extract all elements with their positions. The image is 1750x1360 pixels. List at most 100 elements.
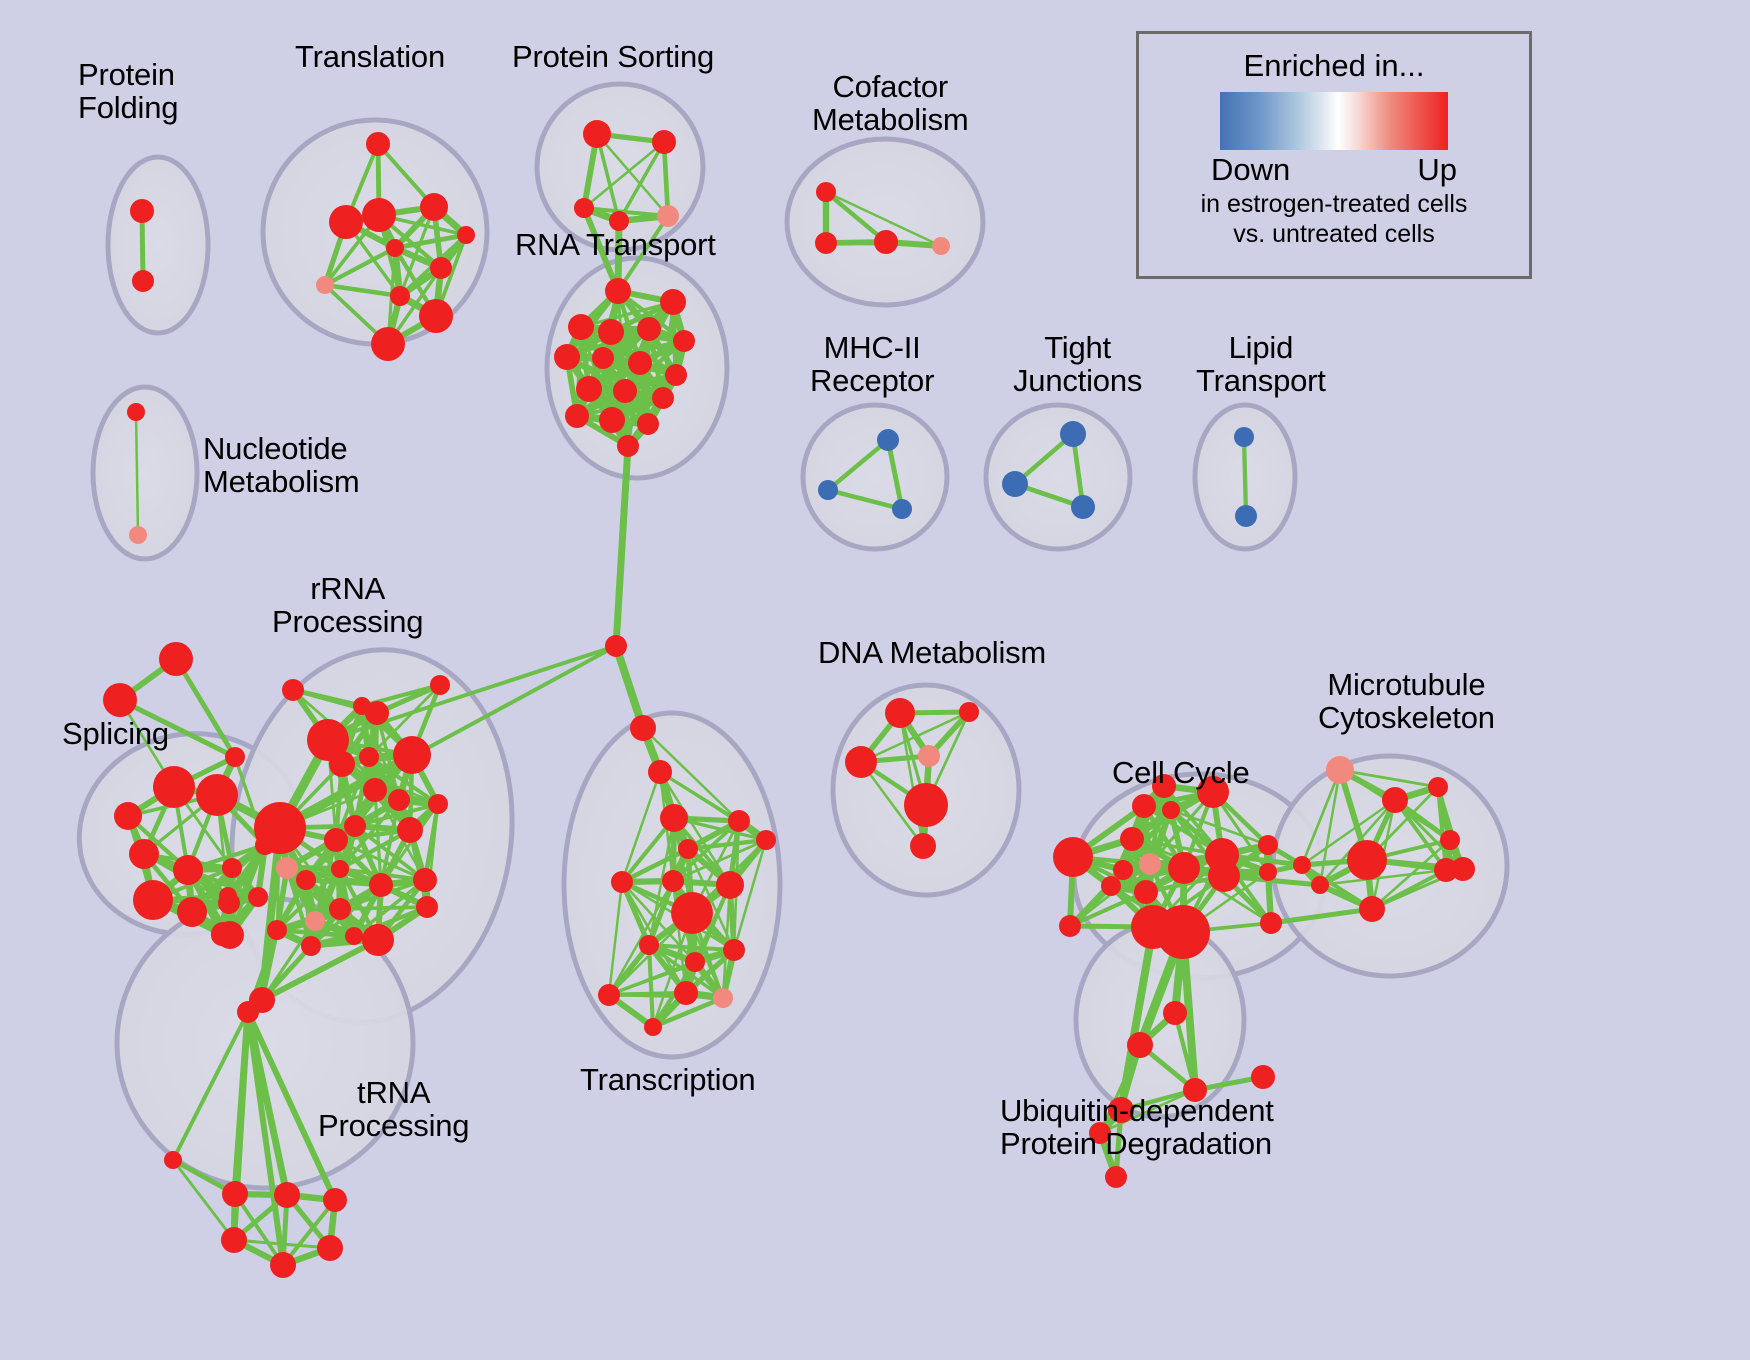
network-node[interactable] (1113, 860, 1133, 880)
network-node[interactable] (1347, 840, 1387, 880)
network-node[interactable] (164, 1151, 182, 1169)
network-node[interactable] (1359, 896, 1385, 922)
network-node[interactable] (1168, 852, 1200, 884)
network-node[interactable] (723, 939, 745, 961)
network-node[interactable] (393, 736, 431, 774)
network-node[interactable] (420, 193, 448, 221)
network-node[interactable] (554, 344, 580, 370)
network-node[interactable] (248, 887, 268, 907)
network-node[interactable] (369, 873, 393, 897)
network-node[interactable] (114, 802, 142, 830)
network-node[interactable] (598, 319, 624, 345)
network-node[interactable] (644, 1018, 662, 1036)
network-node[interactable] (254, 802, 306, 854)
network-node[interactable] (728, 810, 750, 832)
network-node[interactable] (652, 387, 674, 409)
network-node[interactable] (1132, 794, 1156, 818)
network-node[interactable] (323, 1188, 347, 1212)
network-node[interactable] (885, 698, 915, 728)
network-node[interactable] (1208, 860, 1240, 892)
network-node[interactable] (1059, 915, 1081, 937)
network-node[interactable] (815, 232, 837, 254)
network-node[interactable] (430, 257, 452, 279)
network-node[interactable] (173, 855, 203, 885)
network-node[interactable] (611, 871, 633, 893)
network-node[interactable] (1326, 756, 1354, 784)
network-node[interactable] (1071, 495, 1095, 519)
network-node[interactable] (583, 120, 611, 148)
network-node[interactable] (1120, 827, 1144, 851)
network-node[interactable] (1234, 427, 1254, 447)
network-node[interactable] (1105, 1166, 1127, 1188)
network-node[interactable] (918, 745, 940, 767)
network-node[interactable] (366, 132, 390, 156)
network-node[interactable] (685, 952, 705, 972)
network-node[interactable] (910, 833, 936, 859)
network-node[interactable] (222, 1181, 248, 1207)
network-node[interactable] (660, 289, 686, 315)
network-node[interactable] (1197, 776, 1229, 808)
network-node[interactable] (416, 896, 438, 918)
network-node[interactable] (457, 226, 475, 244)
network-node[interactable] (673, 330, 695, 352)
network-node[interactable] (133, 880, 173, 920)
network-node[interactable] (1108, 1097, 1134, 1123)
network-node[interactable] (904, 783, 948, 827)
network-node[interactable] (329, 898, 351, 920)
network-node[interactable] (365, 701, 389, 725)
network-node[interactable] (678, 839, 698, 859)
network-node[interactable] (345, 927, 363, 945)
network-node[interactable] (132, 270, 154, 292)
network-node[interactable] (1089, 1122, 1111, 1144)
network-node[interactable] (386, 239, 404, 257)
network-node[interactable] (660, 804, 688, 832)
network-node[interactable] (371, 327, 405, 361)
network-node[interactable] (592, 347, 614, 369)
network-node[interactable] (639, 935, 659, 955)
network-node[interactable] (363, 778, 387, 802)
network-node[interactable] (237, 1001, 259, 1023)
network-node[interactable] (565, 404, 589, 428)
network-node[interactable] (1440, 830, 1460, 850)
network-node[interactable] (362, 924, 394, 956)
network-node[interactable] (959, 702, 979, 722)
network-node[interactable] (214, 925, 234, 945)
network-node[interactable] (630, 715, 656, 741)
network-node[interactable] (1382, 787, 1408, 813)
network-node[interactable] (397, 817, 423, 843)
network-node[interactable] (388, 789, 410, 811)
network-node[interactable] (317, 1235, 343, 1261)
network-node[interactable] (617, 435, 639, 457)
network-node[interactable] (1311, 876, 1329, 894)
network-node[interactable] (662, 870, 684, 892)
network-node[interactable] (1434, 858, 1458, 882)
network-node[interactable] (671, 892, 713, 934)
network-node[interactable] (222, 858, 242, 878)
network-node[interactable] (637, 317, 661, 341)
network-node[interactable] (419, 299, 453, 333)
network-node[interactable] (713, 988, 733, 1008)
network-node[interactable] (877, 429, 899, 451)
network-node[interactable] (576, 376, 602, 402)
network-node[interactable] (1053, 837, 1093, 877)
network-node[interactable] (657, 205, 679, 227)
network-node[interactable] (609, 211, 629, 231)
network-node[interactable] (1101, 876, 1121, 896)
network-node[interactable] (1131, 905, 1175, 949)
network-node[interactable] (574, 198, 594, 218)
network-node[interactable] (225, 747, 245, 767)
network-node[interactable] (1162, 801, 1180, 819)
network-node[interactable] (637, 413, 659, 435)
network-node[interactable] (177, 897, 207, 927)
network-node[interactable] (1258, 835, 1278, 855)
network-node[interactable] (1260, 912, 1282, 934)
network-node[interactable] (598, 984, 620, 1006)
network-node[interactable] (652, 130, 676, 154)
network-node[interactable] (756, 830, 776, 850)
network-node[interactable] (430, 675, 450, 695)
network-node[interactable] (129, 839, 159, 869)
network-node[interactable] (359, 747, 379, 767)
network-node[interactable] (648, 760, 672, 784)
network-node[interactable] (305, 911, 325, 931)
network-node[interactable] (665, 364, 687, 386)
